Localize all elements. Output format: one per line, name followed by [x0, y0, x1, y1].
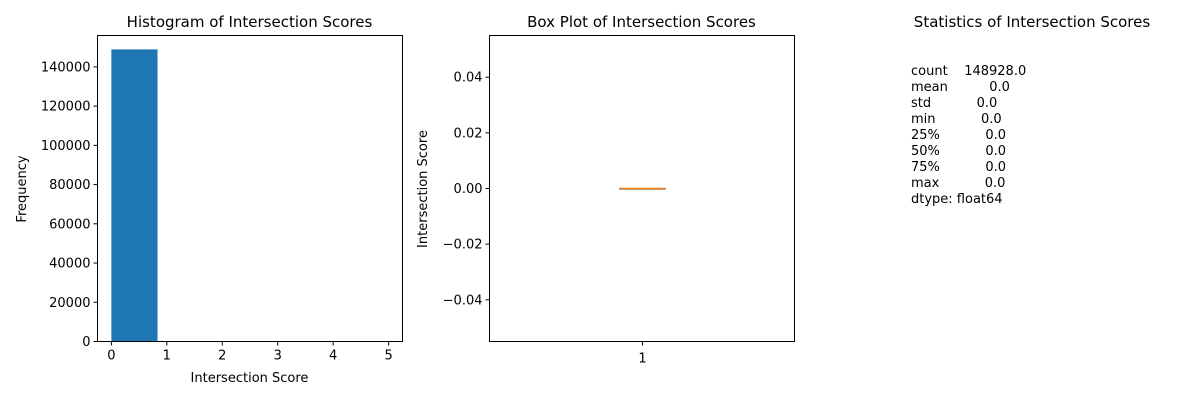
boxplot-y-tick-label-3: 0.02: [454, 126, 483, 141]
histogram-y-ticks: 0 20000 40000 60000 80000 100000 120000 140000: [41, 60, 98, 350]
stats-line-1: mean 0.0: [911, 80, 1010, 95]
boxplot-y-tick-label-4: 0.04: [454, 71, 483, 86]
statistics-text-block: count 148928.0 mean 0.0 std 0.0 min 0.0 25% …: [911, 64, 1026, 208]
histogram-y-tick-label-120000: 120000: [41, 100, 91, 115]
histogram-y-tick-label-60000: 60000: [49, 217, 90, 232]
histogram-bar-0: [111, 49, 158, 342]
histogram-x-tick-label-2: 2: [218, 349, 226, 364]
boxplot-x-ticks: 1: [638, 341, 647, 367]
stats-line-2: std 0.0: [911, 96, 998, 111]
histogram-bars: [111, 49, 158, 342]
boxplot-x-tick-label-1: 1: [638, 352, 646, 367]
histogram-x-tick-label-4: 4: [329, 349, 337, 364]
stats-panel-title: Statistics of Intersection Scores: [914, 13, 1151, 31]
boxplot-y-tick-label-1: −0.02: [443, 238, 483, 253]
histogram-y-tick-label-20000: 20000: [49, 296, 90, 311]
histogram-y-tick-label-40000: 40000: [49, 257, 90, 272]
histogram-x-tick-label-3: 3: [274, 349, 282, 364]
boxplot-body: [619, 187, 666, 190]
histogram-y-tick-label-140000: 140000: [41, 60, 91, 75]
boxplot-y-tick-label-2: 0.00: [454, 182, 483, 197]
histogram-y-tick-label-100000: 100000: [41, 139, 91, 154]
histogram-x-tick-label-1: 1: [163, 349, 171, 364]
histogram-x-tick-label-5: 5: [384, 349, 392, 364]
boxplot-axes-frame: [489, 35, 795, 342]
stats-line-8: dtype: float64: [911, 192, 1003, 207]
boxplot-panel: Box Plot of Intersection Scores −0.04−0.…: [416, 13, 795, 367]
histogram-title: Histogram of Intersection Scores: [127, 13, 373, 31]
histogram-y-tick-label-0: 0: [82, 335, 90, 350]
boxplot-y-tick-label-0: −0.04: [443, 293, 483, 308]
stats-line-6: 75% 0.0: [911, 160, 1007, 175]
histogram-x-tick-label-0: 0: [107, 349, 115, 364]
histogram-x-axis-label: Intersection Score: [191, 371, 309, 386]
boxplot-title: Box Plot of Intersection Scores: [527, 13, 756, 31]
histogram-x-ticks: 0 1 2 3 4 5: [107, 341, 393, 364]
stats-line-7: max 0.0: [911, 176, 1006, 191]
stats-line-5: 50% 0.0: [911, 144, 1007, 159]
boxplot-y-axis-label: Intersection Score: [416, 130, 431, 248]
stats-line-0: count 148928.0: [911, 64, 1027, 79]
histogram-y-axis-label: Frequency: [15, 155, 30, 222]
boxplot-y-ticks: −0.04 −0.02 0.00 0.02 0.04: [443, 71, 490, 308]
stats-line-4: 25% 0.0: [911, 128, 1007, 143]
stats-line-3: min 0.0: [911, 112, 1002, 127]
histogram-y-tick-label-80000: 80000: [49, 178, 90, 193]
histogram-axes-frame: [97, 35, 403, 342]
